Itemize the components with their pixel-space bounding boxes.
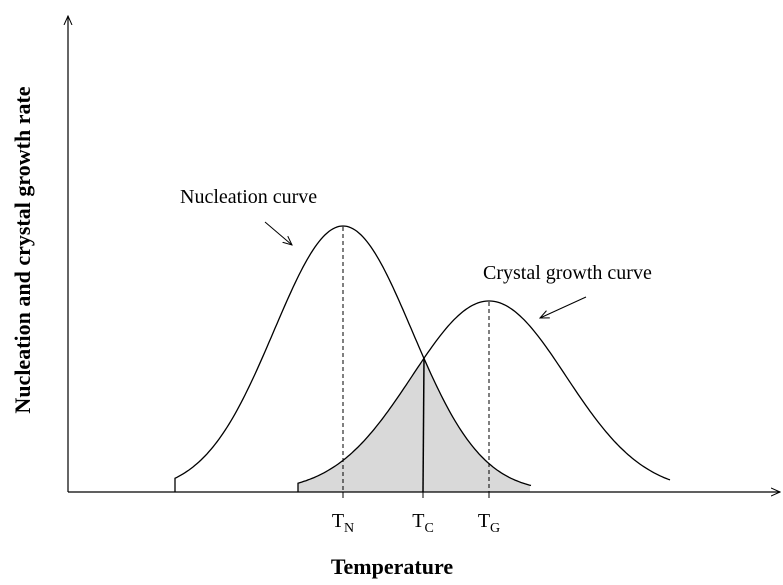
nucleation-curve [174, 225, 532, 492]
arrow [264, 221, 292, 245]
growth-curve [297, 300, 671, 492]
x-axis-label: Temperature [331, 554, 453, 579]
marker-label: TN [332, 510, 354, 536]
marker-subscript: C [424, 521, 433, 536]
curve-label: Nucleation curve [180, 186, 317, 208]
marker-symbol: T [332, 510, 344, 532]
marker-symbol: T [478, 510, 490, 532]
marker-label: TC [412, 510, 434, 536]
marker-symbol: T [412, 510, 424, 532]
marker-subscript: G [490, 521, 500, 536]
marker-label: TG [478, 510, 500, 536]
y-axis-label: Nucleation and crystal growth rate [10, 86, 35, 413]
tc-line [422, 357, 425, 493]
overlap-area [298, 358, 530, 492]
arrow [540, 296, 587, 318]
curve-label: Crystal growth curve [483, 262, 652, 284]
marker-subscript: N [344, 521, 354, 536]
